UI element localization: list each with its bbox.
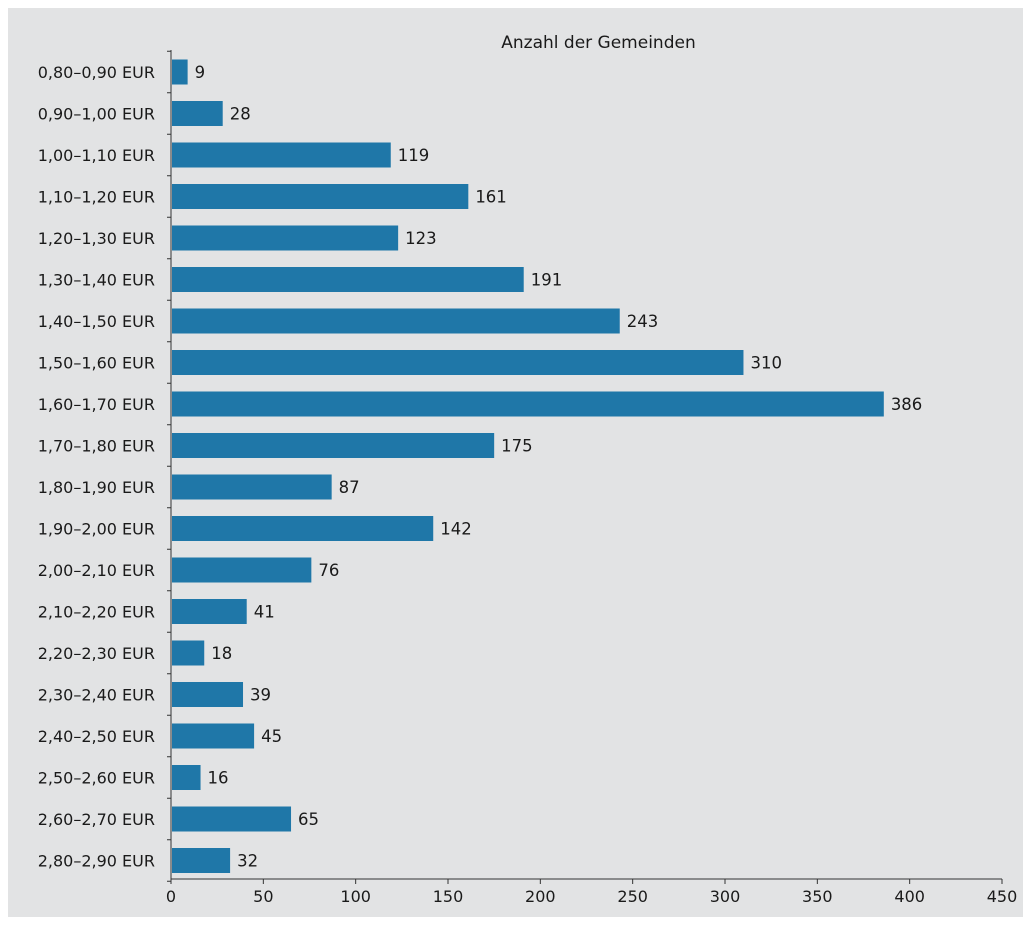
bar: [172, 59, 188, 85]
bar-value-label: 45: [261, 727, 282, 746]
category-label: 1,30–1,40 EUR: [38, 271, 155, 290]
bar-value-label: 119: [398, 146, 430, 165]
bar-value-label: 16: [208, 769, 229, 788]
category-label: 2,40–2,50 EUR: [38, 727, 155, 746]
x-tick-label: 0: [166, 887, 176, 906]
bar-value-label: 161: [475, 188, 507, 207]
bar: [172, 806, 292, 832]
x-tick-label: 300: [710, 887, 741, 906]
bar: [172, 682, 244, 707]
category-label: 1,10–1,20 EUR: [38, 188, 155, 207]
bars: [172, 59, 884, 873]
x-tick-label: 250: [617, 887, 648, 906]
category-label: 2,20–2,30 EUR: [38, 644, 155, 663]
category-label: 1,50–1,60 EUR: [38, 354, 155, 373]
bar-value-label: 386: [891, 395, 923, 414]
bar: [172, 184, 469, 209]
bar-value-label: 39: [250, 686, 271, 705]
category-label: 1,90–2,00 EUR: [38, 520, 155, 539]
bar: [172, 640, 205, 666]
bar-value-label: 123: [405, 229, 437, 248]
bar: [172, 101, 223, 126]
category-label: 2,30–2,40 EUR: [38, 686, 155, 705]
category-label: 1,00–1,10 EUR: [38, 146, 155, 165]
bar-value-label: 142: [440, 520, 472, 539]
category-labels: 0,80–0,90 EUR 0,90–1,00 EUR 1,00–1,10 EUR 1…: [38, 63, 155, 871]
category-label: 1,20–1,30 EUR: [38, 229, 155, 248]
bar-chart: Anzahl der Gemeinden 0,80–0,90 EUR 0,90–1…: [38, 33, 1018, 906]
category-label: 2,60–2,70 EUR: [38, 810, 155, 829]
value-labels: 9 28 119 161 123 191 243 310 386 175 87 142 76 41 18 39…: [195, 63, 923, 871]
category-label: 2,10–2,20 EUR: [38, 603, 155, 622]
bar: [172, 225, 399, 251]
x-axis-ticks: 0 50 100 150 200 250 300 350 400 450: [166, 879, 1017, 906]
bar: [172, 267, 524, 292]
x-tick-label: 200: [525, 887, 556, 906]
bar-value-label: 18: [211, 644, 232, 663]
chart-panel: Anzahl der Gemeinden 0,80–0,90 EUR 0,90–1…: [8, 8, 1023, 917]
bar-value-label: 65: [298, 810, 319, 829]
bar: [172, 557, 312, 583]
category-label: 2,80–2,90 EUR: [38, 852, 155, 871]
bar-value-label: 191: [531, 271, 563, 290]
x-tick-label: 100: [340, 887, 371, 906]
x-tick-label: 350: [802, 887, 833, 906]
bar-value-label: 87: [339, 478, 360, 497]
bar-value-label: 28: [230, 105, 251, 124]
bar: [172, 474, 332, 500]
category-label: 1,70–1,80 EUR: [38, 437, 155, 456]
category-label: 2,50–2,60 EUR: [38, 769, 155, 788]
axes: [167, 50, 1002, 882]
x-tick-label: 50: [253, 887, 273, 906]
x-tick-label: 150: [433, 887, 464, 906]
category-label: 1,40–1,50 EUR: [38, 312, 155, 331]
bar: [172, 516, 434, 541]
category-label: 1,60–1,70 EUR: [38, 395, 155, 414]
bar-value-label: 310: [750, 354, 782, 373]
bar-value-label: 175: [501, 437, 532, 456]
bar: [172, 765, 201, 790]
category-label: 2,00–2,10 EUR: [38, 561, 155, 580]
category-label: 0,90–1,00 EUR: [38, 105, 155, 124]
category-label: 1,80–1,90 EUR: [38, 478, 155, 497]
bar: [172, 308, 620, 334]
bar: [172, 391, 884, 417]
x-tick-label: 450: [987, 887, 1018, 906]
bar: [172, 848, 231, 873]
bar-value-label: 76: [318, 561, 339, 580]
bar: [172, 433, 495, 458]
bar: [172, 723, 255, 749]
bar-value-label: 9: [195, 63, 206, 82]
bar-value-label: 243: [627, 312, 659, 331]
bar: [172, 142, 391, 168]
bar-value-label: 32: [237, 852, 258, 871]
x-tick-label: 400: [894, 887, 925, 906]
bar-value-label: 41: [254, 603, 275, 622]
chart-title: Anzahl der Gemeinden: [501, 33, 695, 53]
bar: [172, 599, 247, 624]
bar: [172, 350, 744, 375]
category-label: 0,80–0,90 EUR: [38, 63, 155, 82]
